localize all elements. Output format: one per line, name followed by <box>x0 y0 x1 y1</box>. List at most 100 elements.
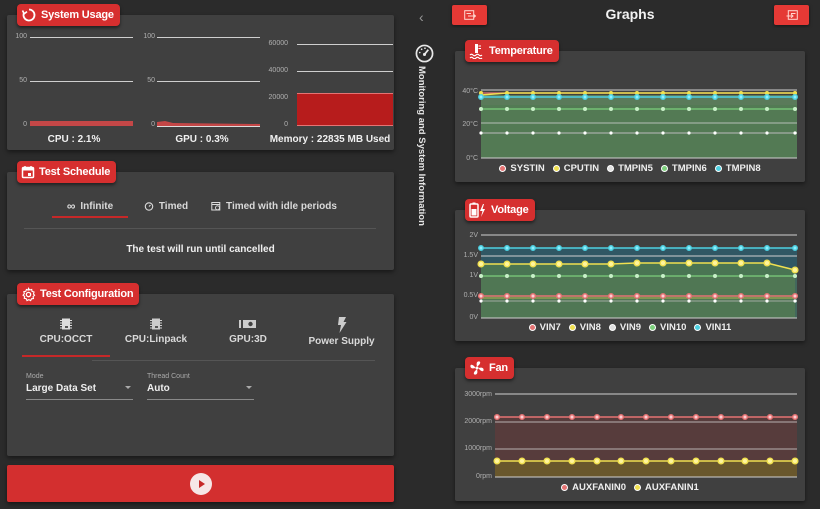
legend-systin[interactable]: SYSTIN <box>499 163 545 174</box>
tab-infinite[interactable]: ∞ Infinite <box>52 194 128 218</box>
temperature-badge: Temperature <box>465 40 559 62</box>
legend-auxfanin0[interactable]: AUXFANIN0 <box>561 482 626 493</box>
tab-cpu-linpack-label: CPU:Linpack <box>124 334 188 345</box>
start-test-button[interactable] <box>7 465 394 502</box>
cpu-area <box>30 121 133 126</box>
legend-vin9[interactable]: VIN9 <box>608 322 642 333</box>
legend-vin11[interactable]: VIN11 <box>694 322 731 333</box>
test-configuration-title: Test Configuration <box>40 288 134 300</box>
legend-label: VIN11 <box>705 322 732 333</box>
cpu-tick-50: 50 <box>19 77 27 84</box>
test-schedule-panel: ∞ Infinite Timed Timed with idle periods… <box>7 172 394 270</box>
mode-label: Mode <box>26 373 44 380</box>
thread-count-label: Thread Count <box>147 373 190 380</box>
legend-label: VIN9 <box>619 322 642 333</box>
voltage-badge: Voltage <box>465 199 535 221</box>
tab-gpu-3d-label: GPU:3D <box>229 334 267 345</box>
cpu-tick-0: 0 <box>23 121 27 128</box>
gpu-area <box>157 121 260 127</box>
legend-vin7[interactable]: VIN7 <box>528 322 561 333</box>
chevron-down-icon <box>246 386 252 389</box>
gpu-usage-label: GPU : 0.3% <box>175 134 229 145</box>
cpu-chip-icon <box>150 318 162 330</box>
gauge-icon <box>415 44 434 63</box>
cpu-tick-100: 100 <box>15 33 27 40</box>
temperature-panel: 40°C 20°C 0°C SYSTIN CPUTIN TMPIN5 TMPIN… <box>455 51 805 182</box>
fan-badge: Fan <box>465 357 514 379</box>
fan-tick-0: 0rpm <box>476 473 492 480</box>
gridline <box>157 37 260 38</box>
legend-dot <box>499 165 507 172</box>
collapse-panel-button[interactable]: ‹ <box>419 9 424 25</box>
memory-area <box>297 93 393 126</box>
voltage-legend: VIN7 VIN8 VIN9 VIN10 VIN11 <box>455 322 805 333</box>
timer-icon <box>144 202 154 211</box>
temperature-legend: SYSTIN CPUTIN TMPIN5 TMPIN6 TMPIN8 <box>455 163 805 174</box>
legend-cputin[interactable]: CPUTIN <box>552 163 600 174</box>
test-schedule-title: Test Schedule <box>39 166 111 178</box>
thread-count-select[interactable]: Thread Count Auto <box>147 373 254 400</box>
export-icon <box>463 10 476 20</box>
config-tabs: CPU:OCCT CPU:Linpack GPU:3D Power Supply <box>22 315 389 357</box>
temperature-chart <box>478 89 798 159</box>
legend-dot <box>561 484 569 491</box>
fan-legend: AUXFANIN0 AUXFANIN1 <box>455 482 805 493</box>
gridline <box>157 81 260 82</box>
fan-tick-2000: 2000rpm <box>464 418 492 425</box>
legend-label: VIN7 <box>539 322 561 333</box>
gpu-usage-chart: 100 50 0 GPU : 0.3% <box>137 15 267 145</box>
thread-count-value: Auto <box>147 383 170 394</box>
export-button[interactable] <box>452 5 487 25</box>
legend-label: TMPIN6 <box>671 163 707 174</box>
tab-power-supply-label: Power Supply <box>308 336 375 347</box>
play-icon <box>189 472 212 495</box>
legend-dot <box>528 324 536 331</box>
voltage-panel: 2V 1.5V 1V 0.5V 0V VIN7 VIN8 VIN9 VIN10 … <box>455 210 805 341</box>
config-divider <box>92 360 375 361</box>
gridline <box>297 71 393 72</box>
chevron-down-icon <box>125 386 131 389</box>
volt-tick-2: 2V <box>469 232 478 239</box>
gridline <box>297 44 393 45</box>
legend-label: VIN8 <box>579 322 601 333</box>
select-underline <box>26 399 133 400</box>
tab-timed-idle[interactable]: Timed with idle periods <box>204 194 344 218</box>
import-button[interactable] <box>774 5 809 25</box>
legend-auxfanin1[interactable]: AUXFANIN1 <box>634 482 699 493</box>
legend-vin10[interactable]: VIN10 <box>649 322 686 333</box>
volt-tick-0-5: 0.5V <box>463 292 478 299</box>
cpu-usage-label: CPU : 2.1% <box>47 134 101 145</box>
legend-dot <box>714 165 722 172</box>
volt-tick-1-5: 1.5V <box>463 252 478 259</box>
gpu-card-icon <box>239 320 256 328</box>
tab-gpu-3d[interactable]: GPU:3D <box>202 315 294 357</box>
legend-dot <box>694 324 702 331</box>
fan-panel: 3000rpm 2000rpm 1000rpm 0rpm AUXFANIN0 A… <box>455 368 805 501</box>
tab-cpu-occt[interactable]: CPU:OCCT <box>22 315 110 357</box>
legend-dot <box>552 165 560 172</box>
mode-select[interactable]: Mode Large Data Set <box>26 373 133 400</box>
test-configuration-badge: Test Configuration <box>17 283 140 305</box>
battery-charging-icon <box>469 202 485 218</box>
legend-label: CPUTIN <box>563 163 600 174</box>
legend-label: SYSTIN <box>510 163 545 174</box>
tab-cpu-linpack[interactable]: CPU:Linpack <box>110 315 202 357</box>
gridline <box>30 81 133 82</box>
refresh-icon <box>21 8 36 22</box>
memory-tick-40000: 40000 <box>268 67 288 74</box>
tab-power-supply[interactable]: Power Supply <box>294 315 389 357</box>
temp-tick-20: 20°C <box>462 121 478 128</box>
monitoring-rail-label[interactable]: Monitoring and System Information <box>416 66 427 226</box>
memory-usage-chart: 60000 40000 20000 0 Memory : 22835 MB Us… <box>262 15 394 145</box>
legend-dot <box>660 165 668 172</box>
tab-timed[interactable]: Timed <box>128 194 204 218</box>
legend-tmpin5[interactable]: TMPIN5 <box>607 163 653 174</box>
temp-tick-40: 40°C <box>462 88 478 95</box>
legend-vin8[interactable]: VIN8 <box>568 322 601 333</box>
gear-icon <box>22 286 36 301</box>
legend-tmpin8[interactable]: TMPIN8 <box>714 163 761 174</box>
legend-tmpin6[interactable]: TMPIN6 <box>660 163 707 174</box>
system-usage-title: System Usage <box>41 9 114 21</box>
tab-timed-label: Timed <box>158 200 189 212</box>
volt-tick-0: 0V <box>469 314 478 321</box>
